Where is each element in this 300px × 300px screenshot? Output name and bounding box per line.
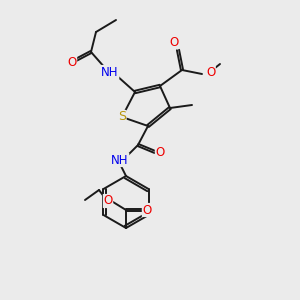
Text: S: S <box>118 110 126 124</box>
Text: O: O <box>142 203 152 217</box>
Text: NH: NH <box>101 65 119 79</box>
Text: O: O <box>68 56 76 68</box>
Text: O: O <box>155 146 165 158</box>
Text: O: O <box>169 35 178 49</box>
Text: O: O <box>103 194 112 208</box>
Text: NH: NH <box>111 154 129 166</box>
Text: O: O <box>206 65 215 79</box>
